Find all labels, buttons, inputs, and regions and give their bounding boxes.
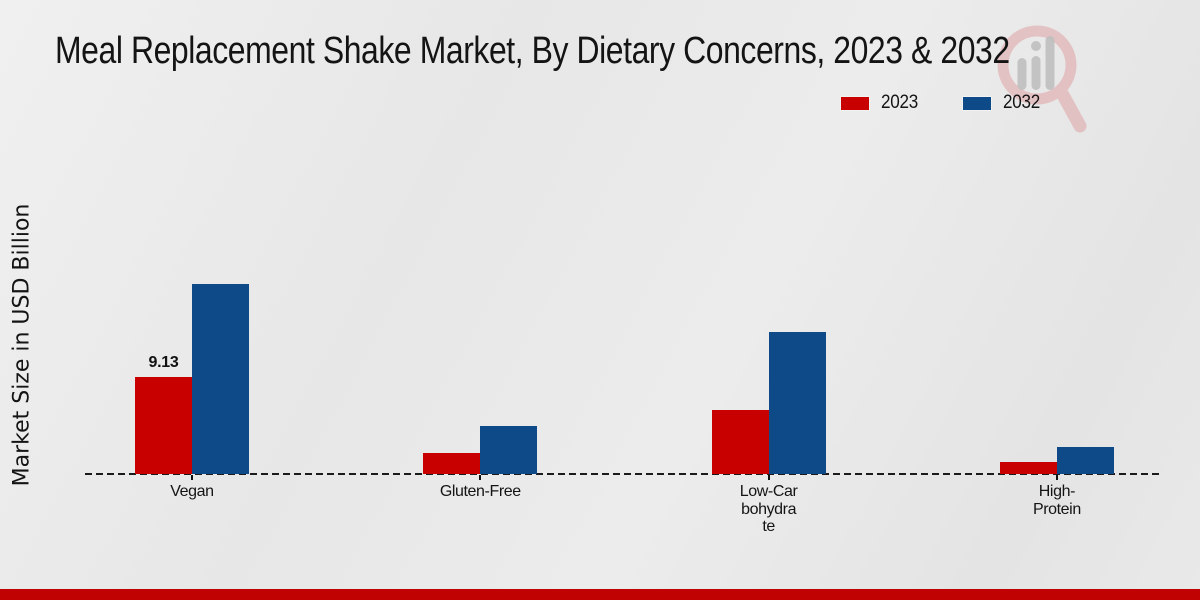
bar-2023-high-protein	[999, 462, 1057, 474]
x-axis-dashed-baseline	[85, 473, 1163, 475]
x-axis-tick	[1055, 475, 1058, 480]
bar-2023-vegan	[135, 377, 192, 474]
legend-swatch-2023-icon	[840, 95, 870, 111]
bar-value-label: 9.13	[148, 354, 179, 371]
bar-2023-gluten-free	[423, 453, 481, 474]
legend-label-2023: 2023	[881, 92, 918, 113]
legend-label-2032: 2032	[1003, 92, 1041, 113]
page-title: Meal Replacement Shake Market, By Dietar…	[55, 30, 1010, 72]
legend-item-2023: 2023	[840, 92, 922, 114]
category-label-gluten-free: Gluten-Free	[439, 483, 521, 500]
category-label-low-carbohydrate: Low-Car bohydra te	[739, 483, 798, 535]
legend: 2023 2032	[840, 92, 1044, 114]
category-label-high-protein: High- Protein	[1032, 483, 1081, 518]
category-label-vegan: Vegan	[170, 483, 214, 500]
bar-2032-high-protein	[1056, 447, 1114, 474]
bar-2032-vegan	[192, 284, 249, 474]
bar-2023-low-carbohydrate	[711, 410, 769, 474]
bar-2032-low-carbohydrate	[768, 332, 826, 474]
legend-swatch-2032-icon	[962, 95, 993, 111]
magnifier-bar-chart-logo-icon	[997, 25, 1087, 133]
legend-item-2032: 2032	[962, 92, 1044, 114]
x-axis-tick	[191, 475, 193, 480]
x-axis-tick	[479, 475, 482, 480]
bar-2032-gluten-free	[480, 426, 538, 474]
x-axis-tick	[767, 475, 770, 480]
footer-accent-band	[0, 589, 1200, 600]
